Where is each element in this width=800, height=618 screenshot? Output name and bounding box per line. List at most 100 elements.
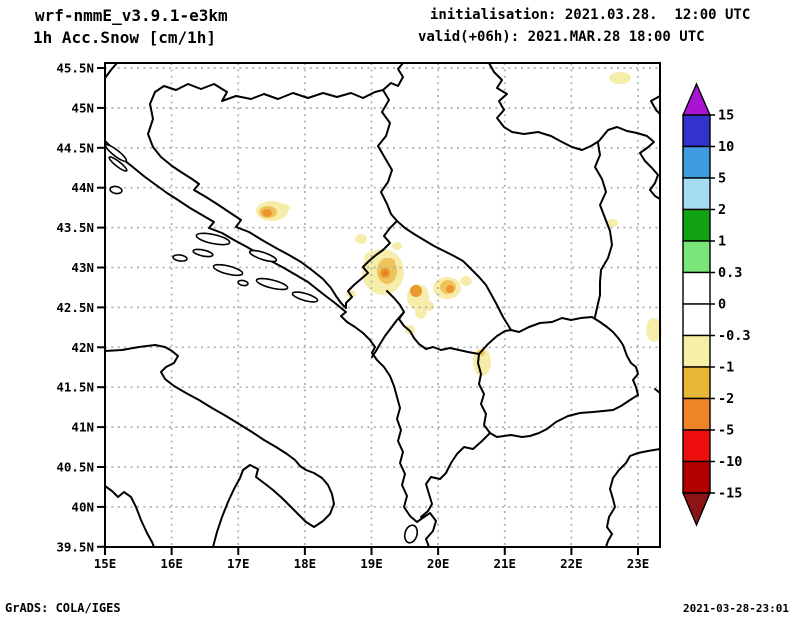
island [248, 249, 278, 263]
border-montenegro-albania [371, 290, 405, 358]
colorbar-tick-label: 2 [718, 202, 726, 218]
border-albania-greece [420, 432, 491, 518]
lat-tick-label: 42.5N [56, 300, 94, 315]
lat-tick-label: 45.5N [56, 61, 94, 76]
colorbar-segment [682, 397, 711, 431]
snow-spot [460, 276, 472, 286]
island [109, 185, 123, 195]
colorbar-tick-label: 5 [718, 171, 726, 187]
adriatic-islands [104, 143, 419, 544]
map-frame [104, 62, 661, 548]
colorbar-segment [682, 177, 711, 211]
snow-spot [262, 209, 272, 217]
colorbar-tick-label: -10 [718, 454, 742, 470]
colorbar-tick-label: -5 [718, 423, 734, 439]
lat-tick-label: 40N [71, 499, 94, 514]
axes-layer: 45.5N 45N 44.5N 44N 43.5N 43N 42.5N 42N 41.5N 41N… [56, 61, 649, 572]
island-corfu [403, 524, 419, 544]
lon-tick-label: 16E [160, 556, 183, 571]
lon-tick-label: 17E [227, 556, 250, 571]
lon-tick-label: 23E [627, 556, 650, 571]
colorbar-arrow-bottom [681, 492, 712, 527]
snow-spot [385, 258, 395, 266]
colorbar-tick-label: -0.3 [718, 328, 751, 344]
lat-tick-label: 40.5N [56, 460, 94, 475]
island [255, 277, 289, 291]
colorbar-segment [682, 334, 711, 368]
lat-tick-label: 41N [71, 420, 94, 435]
snow-spot [382, 270, 388, 276]
lon-tick-label: 20E [427, 556, 450, 571]
snow-spot [446, 285, 454, 293]
colorbar-segment [682, 145, 711, 179]
snow-spot [355, 234, 367, 244]
lat-tick-label: 44.5N [56, 140, 94, 155]
lat-tick-label: 42N [71, 340, 94, 355]
coastline-calabria [104, 485, 155, 548]
colorbar-tick-label: -1 [718, 360, 734, 376]
colorbar-tick-label: 0.3 [718, 265, 742, 281]
colorbar-arrow-top [681, 82, 712, 116]
colorbar-segment [682, 271, 711, 305]
grads-credit: GrADS: COLA/IGES [5, 601, 121, 615]
snow-spot [410, 285, 422, 297]
snow-spot [606, 219, 618, 227]
lon-tick-label: 21E [493, 556, 516, 571]
coastline-border-layer [104, 62, 661, 548]
lon-tick-label: 15E [94, 556, 117, 571]
colorbar-tick-label: 10 [718, 139, 734, 155]
border-top-left-corner [104, 62, 118, 79]
colorbar-segment [682, 429, 711, 463]
border-drina [377, 89, 398, 222]
init-time-label: initialisation: 2021.03.28. 12:00 UTC [430, 7, 751, 23]
lon-tick-label: 19E [360, 556, 383, 571]
colorbar-segment [682, 366, 711, 400]
snow-spot [415, 303, 427, 319]
border-right-edge-top [650, 95, 661, 115]
lat-tick-label: 43N [71, 260, 94, 275]
island [212, 263, 244, 277]
colorbar-tick-label: -15 [718, 486, 742, 502]
graticule-layer [105, 63, 660, 547]
snow-spot [280, 204, 290, 212]
snow-spot [392, 242, 402, 250]
field-title: 1h Acc.Snow [cm/1h] [33, 28, 217, 47]
snow-spot [646, 318, 662, 342]
colorbar-segment [682, 114, 711, 148]
colorbar-tick-label: 15 [718, 108, 734, 124]
border-danube-serbia-romania [488, 62, 661, 200]
island [291, 291, 319, 303]
colorbar-tick-label: 0 [718, 297, 726, 313]
border-north-macedonia [477, 316, 639, 438]
coastline-italy [104, 344, 335, 548]
colorbar-tick-label: 1 [718, 234, 726, 250]
colorbar-segment [682, 240, 711, 274]
colorbar-segment [682, 303, 711, 337]
valid-time-label: valid(+06h): 2021.MAR.28 18:00 UTC [418, 29, 705, 45]
island [172, 254, 188, 262]
creation-timestamp: 2021-03-28-23:01 [683, 602, 789, 615]
snow-spot [609, 72, 631, 84]
coastline-aegean [605, 448, 661, 548]
snow-spots-layer [256, 72, 662, 376]
model-title: wrf-nmmE_v3.9.1-e3km [35, 6, 228, 25]
border-bosnia-west [147, 91, 347, 309]
colorbar-segment [682, 460, 711, 494]
border-kosovo-east [478, 276, 512, 331]
border-kosovo-north [396, 220, 480, 278]
lon-tick-label: 22E [560, 556, 583, 571]
island [237, 279, 249, 287]
lat-tick-label: 44N [71, 180, 94, 195]
border-serbia-montenegro [345, 220, 398, 309]
island [192, 248, 214, 258]
lat-tick-label: 39.5N [56, 539, 94, 554]
colorbar-tick-label: -2 [718, 391, 734, 407]
border-kosovo-west [398, 311, 480, 355]
snow-spot [424, 301, 434, 311]
lat-tick-label: 45N [71, 100, 94, 115]
lat-tick-label: 43.5N [56, 220, 94, 235]
colorbar: 15 10 5 2 1 0.3 0 -0.3 -1 -2 -5 -10 -15 [681, 82, 751, 527]
border-croatia-north [154, 83, 384, 102]
border-croatia-serbia [382, 62, 404, 91]
